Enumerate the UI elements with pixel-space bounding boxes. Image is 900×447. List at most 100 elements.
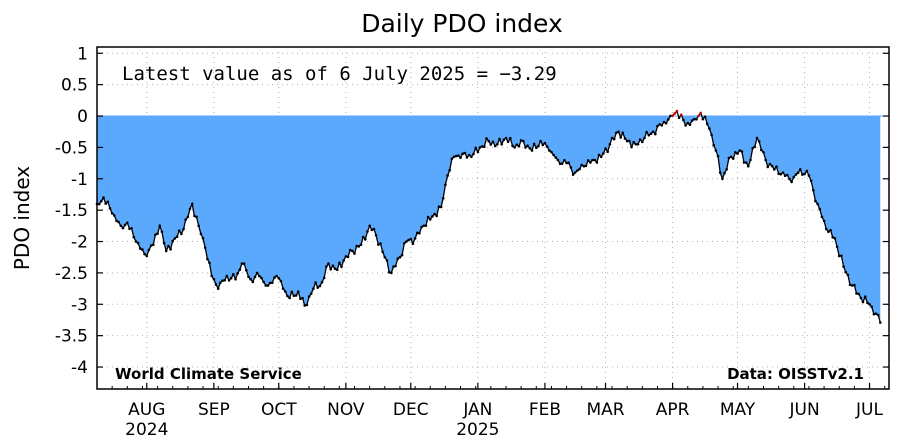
data-point bbox=[307, 295, 311, 298]
data-point bbox=[842, 265, 845, 268]
x-tick-label: MAY bbox=[720, 400, 756, 420]
data-point bbox=[221, 279, 224, 283]
data-point bbox=[431, 215, 434, 218]
data-point bbox=[500, 143, 504, 146]
data-point bbox=[364, 238, 367, 241]
data-point bbox=[571, 173, 575, 176]
data-point bbox=[210, 274, 213, 278]
data-point bbox=[621, 131, 625, 135]
data-point bbox=[723, 171, 726, 175]
data-point bbox=[238, 268, 242, 271]
data-point bbox=[799, 168, 802, 171]
data-point bbox=[472, 152, 475, 156]
data-point bbox=[201, 236, 205, 240]
data-point bbox=[695, 118, 698, 121]
data-point bbox=[840, 254, 843, 258]
data-point bbox=[863, 295, 867, 299]
data-point bbox=[853, 283, 856, 287]
data-point bbox=[608, 143, 612, 146]
data-point bbox=[539, 139, 542, 143]
data-point bbox=[604, 147, 607, 150]
data-point bbox=[630, 145, 633, 149]
data-point bbox=[149, 244, 153, 247]
data-point bbox=[240, 262, 244, 265]
data-point bbox=[866, 301, 869, 305]
data-point bbox=[251, 280, 255, 284]
data-point bbox=[206, 257, 209, 261]
data-point bbox=[325, 265, 328, 268]
data-point bbox=[411, 242, 415, 245]
y-tick-label: -2 bbox=[71, 233, 88, 253]
data-point bbox=[383, 255, 387, 259]
data-point bbox=[288, 296, 291, 300]
data-point bbox=[223, 279, 226, 282]
data-point bbox=[139, 247, 142, 250]
data-point bbox=[731, 157, 735, 160]
data-point bbox=[119, 224, 123, 228]
data-point bbox=[684, 124, 687, 127]
data-point bbox=[357, 245, 361, 248]
data-point bbox=[658, 123, 661, 126]
y-tick-label: -4 bbox=[71, 358, 88, 378]
data-point bbox=[740, 150, 744, 153]
y-tick-label: 1 bbox=[77, 44, 88, 64]
data-point bbox=[710, 133, 713, 137]
data-point bbox=[645, 130, 648, 134]
data-point bbox=[156, 232, 159, 235]
data-point bbox=[143, 252, 146, 256]
data-point bbox=[699, 111, 702, 115]
data-point bbox=[537, 144, 540, 148]
data-point bbox=[809, 179, 813, 183]
data-point bbox=[589, 161, 592, 164]
chart-title: Daily PDO index bbox=[361, 9, 563, 38]
data-point bbox=[496, 143, 499, 146]
data-point bbox=[147, 248, 151, 252]
data-point bbox=[612, 137, 616, 141]
x-tick-year-label: 2024 bbox=[125, 420, 168, 440]
data-point bbox=[857, 292, 860, 296]
data-point bbox=[634, 143, 638, 146]
data-point bbox=[773, 168, 776, 171]
data-point bbox=[132, 235, 136, 239]
data-point bbox=[576, 169, 579, 172]
data-point bbox=[766, 165, 770, 169]
data-point bbox=[126, 221, 129, 224]
data-point bbox=[152, 243, 155, 246]
x-tick-label: APR bbox=[656, 400, 690, 420]
data-point bbox=[489, 143, 493, 146]
data-point bbox=[115, 219, 118, 223]
data-point bbox=[394, 264, 397, 268]
data-point bbox=[584, 164, 588, 168]
data-point bbox=[716, 154, 720, 158]
data-point bbox=[872, 312, 876, 316]
data-point bbox=[266, 284, 270, 287]
data-point bbox=[353, 252, 356, 255]
data-point bbox=[258, 274, 261, 278]
data-point bbox=[647, 133, 651, 137]
data-point bbox=[692, 117, 696, 121]
data-point bbox=[439, 205, 443, 209]
data-point bbox=[803, 172, 806, 176]
data-point bbox=[461, 152, 465, 155]
data-point bbox=[824, 227, 828, 231]
data-point bbox=[519, 139, 523, 142]
data-point bbox=[563, 158, 566, 162]
data-point bbox=[712, 143, 715, 147]
data-point bbox=[474, 146, 478, 150]
x-tick-label: MAR bbox=[586, 400, 624, 420]
data-point bbox=[524, 146, 527, 149]
data-point bbox=[725, 168, 728, 171]
data-point bbox=[184, 218, 187, 221]
data-point bbox=[294, 294, 298, 297]
data-point bbox=[303, 304, 307, 307]
data-point bbox=[718, 171, 722, 174]
data-point bbox=[322, 276, 326, 280]
data-point bbox=[424, 224, 428, 227]
data-point bbox=[214, 283, 218, 286]
data-point bbox=[245, 268, 248, 272]
data-point bbox=[628, 139, 631, 143]
data-point bbox=[727, 156, 731, 160]
data-point bbox=[355, 244, 359, 248]
data-point bbox=[476, 150, 480, 154]
